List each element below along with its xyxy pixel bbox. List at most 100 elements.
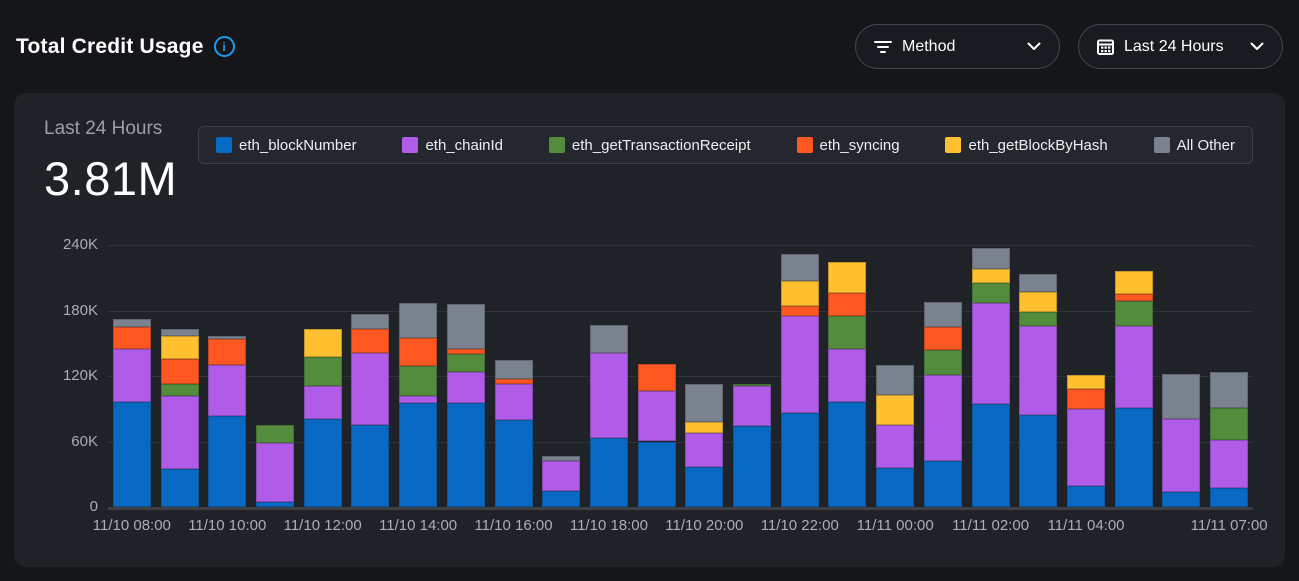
bar-segment[interactable] xyxy=(828,402,867,507)
bar-segment[interactable] xyxy=(1019,274,1058,292)
bar-segment[interactable] xyxy=(828,262,867,294)
bar-segment[interactable] xyxy=(542,490,581,507)
bar-segment[interactable] xyxy=(971,283,1010,303)
bar-segment[interactable] xyxy=(399,337,438,367)
bar-segment[interactable] xyxy=(876,467,915,507)
bar-segment[interactable] xyxy=(733,385,772,427)
bar-segment[interactable] xyxy=(589,438,628,507)
bar-segment[interactable] xyxy=(351,313,390,330)
bar-segment[interactable] xyxy=(1210,371,1249,408)
bar-segment[interactable] xyxy=(733,426,772,507)
bar-segment[interactable] xyxy=(351,353,390,426)
bar-segment[interactable] xyxy=(1067,389,1106,409)
bar-segment[interactable] xyxy=(446,403,485,507)
bar-segment[interactable] xyxy=(780,306,819,316)
bar-segment[interactable] xyxy=(208,335,247,339)
bar-segment[interactable] xyxy=(399,366,438,396)
bar-segment[interactable] xyxy=(446,371,485,404)
legend-item[interactable]: eth_getTransactionReceipt xyxy=(548,137,751,154)
bar-segment[interactable] xyxy=(399,403,438,507)
bar-segment[interactable] xyxy=(446,354,485,372)
time-range-dropdown[interactable]: Last 24 Hours xyxy=(1078,24,1283,69)
bar-segment[interactable] xyxy=(160,395,199,469)
legend-item[interactable]: eth_getBlockByHash xyxy=(945,137,1108,154)
bar-segment[interactable] xyxy=(1114,325,1153,408)
bar-segment[interactable] xyxy=(780,315,819,414)
bar-segment[interactable] xyxy=(542,461,581,491)
bar-segment[interactable] xyxy=(160,329,199,336)
bar-segment[interactable] xyxy=(923,301,962,327)
bar-segment[interactable] xyxy=(494,419,533,507)
bar-segment[interactable] xyxy=(1067,486,1106,507)
bar-segment[interactable] xyxy=(923,461,962,507)
bar-segment[interactable] xyxy=(685,383,724,422)
bar-segment[interactable] xyxy=(923,326,962,350)
bar-segment[interactable] xyxy=(589,353,628,439)
bar-segment[interactable] xyxy=(160,468,199,507)
bar-segment[interactable] xyxy=(1114,300,1153,326)
bar-segment[interactable] xyxy=(1019,415,1058,507)
bar-segment[interactable] xyxy=(1067,408,1106,487)
bar-segment[interactable] xyxy=(1114,407,1153,507)
bar-segment[interactable] xyxy=(303,385,342,419)
bar-segment[interactable] xyxy=(255,425,294,443)
bar-segment[interactable] xyxy=(923,374,962,462)
bar-segment[interactable] xyxy=(1019,291,1058,312)
bar-segment[interactable] xyxy=(255,442,294,502)
bar-segment[interactable] xyxy=(923,349,962,375)
bar-segment[interactable] xyxy=(1210,488,1249,507)
bar-segment[interactable] xyxy=(1019,325,1058,416)
bar-segment[interactable] xyxy=(1114,294,1153,301)
bar-segment[interactable] xyxy=(780,413,819,507)
bar-segment[interactable] xyxy=(112,326,151,349)
legend-item[interactable]: eth_syncing xyxy=(796,137,900,154)
bar-segment[interactable] xyxy=(828,348,867,403)
bar-segment[interactable] xyxy=(780,253,819,281)
bar-segment[interactable] xyxy=(446,303,485,349)
bar-segment[interactable] xyxy=(971,302,1010,405)
bar-segment[interactable] xyxy=(160,383,199,396)
bar-segment[interactable] xyxy=(399,302,438,338)
bar-segment[interactable] xyxy=(685,466,724,507)
bar-segment[interactable] xyxy=(494,379,533,384)
bar-segment[interactable] xyxy=(112,402,151,507)
bar-segment[interactable] xyxy=(1210,407,1249,441)
bar-segment[interactable] xyxy=(351,329,390,354)
method-filter-dropdown[interactable]: Method xyxy=(855,24,1060,69)
bar-segment[interactable] xyxy=(494,359,533,380)
bar-segment[interactable] xyxy=(208,338,247,366)
info-icon[interactable]: i xyxy=(213,36,235,57)
bar-segment[interactable] xyxy=(971,269,1010,284)
bar-segment[interactable] xyxy=(971,404,1010,507)
bar-segment[interactable] xyxy=(971,248,1010,269)
bar-segment[interactable] xyxy=(637,391,676,442)
bar-segment[interactable] xyxy=(542,455,581,462)
bar-segment[interactable] xyxy=(494,383,533,420)
bar-segment[interactable] xyxy=(876,365,915,395)
bar-segment[interactable] xyxy=(1162,418,1201,492)
bar-segment[interactable] xyxy=(733,383,772,386)
bar-segment[interactable] xyxy=(303,329,342,358)
bar-segment[interactable] xyxy=(828,293,867,316)
bar-segment[interactable] xyxy=(1067,374,1106,390)
bar-segment[interactable] xyxy=(160,358,199,384)
bar-segment[interactable] xyxy=(637,363,676,392)
legend-item[interactable]: eth_chainId xyxy=(402,137,503,154)
bar-segment[interactable] xyxy=(637,441,676,507)
bar-segment[interactable] xyxy=(685,432,724,467)
bar-segment[interactable] xyxy=(1162,373,1201,419)
bar-segment[interactable] xyxy=(399,395,438,404)
bar-segment[interactable] xyxy=(780,281,819,307)
bar-segment[interactable] xyxy=(1162,491,1201,507)
bar-segment[interactable] xyxy=(1019,311,1058,326)
bar-segment[interactable] xyxy=(112,348,151,403)
bar-segment[interactable] xyxy=(112,319,151,327)
bar-segment[interactable] xyxy=(208,416,247,507)
bar-segment[interactable] xyxy=(1210,440,1249,489)
bar-segment[interactable] xyxy=(876,425,915,468)
bar-segment[interactable] xyxy=(685,421,724,433)
bar-segment[interactable] xyxy=(828,315,867,349)
bar-segment[interactable] xyxy=(589,324,628,354)
bar-segment[interactable] xyxy=(160,335,199,359)
legend-item[interactable]: eth_blockNumber xyxy=(216,137,357,154)
